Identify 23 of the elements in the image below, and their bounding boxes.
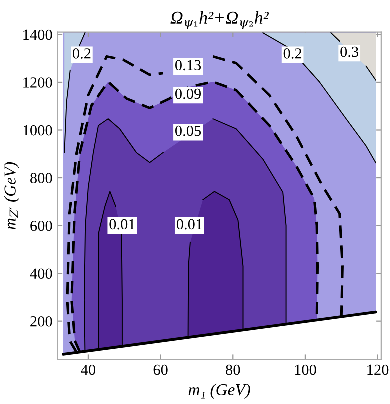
- y-tick-label: 400: [30, 268, 52, 280]
- y-tick-label: 1400: [24, 30, 52, 40]
- annotation: 0.05: [176, 126, 202, 136]
- x-tick-label: 60: [154, 364, 168, 376]
- y-tick-label: 200: [30, 316, 52, 327]
- annotation: 0.01: [176, 219, 202, 230]
- annotation: 0.01: [110, 219, 135, 230]
- y-tick-label: 1200: [24, 78, 52, 88]
- annotation: 0.09: [176, 88, 202, 100]
- y-tick-label: 600: [30, 220, 52, 232]
- chart-title: Ω$_{ψ₁}$h²+Ω$_{ψ₂}$h²: [170, 11, 270, 30]
- x-tick-label: 100: [295, 364, 316, 376]
- y-tick-label: 1000: [24, 125, 52, 136]
- annotation: 0.3: [340, 46, 359, 58]
- y-tick-label: 800: [30, 173, 52, 184]
- annotation: 0.2: [72, 48, 91, 59]
- annotation: 0.13: [176, 60, 202, 71]
- x-tick-label: 120: [368, 364, 389, 376]
- x-tick-label: 40: [81, 364, 96, 376]
- annotation: 0.2: [284, 48, 302, 59]
- x-tick-label: 80: [226, 364, 240, 376]
- x-axis-title: m₁ (GeV): [188, 384, 250, 399]
- y-axis-title: m$_{Z′}$ (GeV): [4, 162, 20, 230]
